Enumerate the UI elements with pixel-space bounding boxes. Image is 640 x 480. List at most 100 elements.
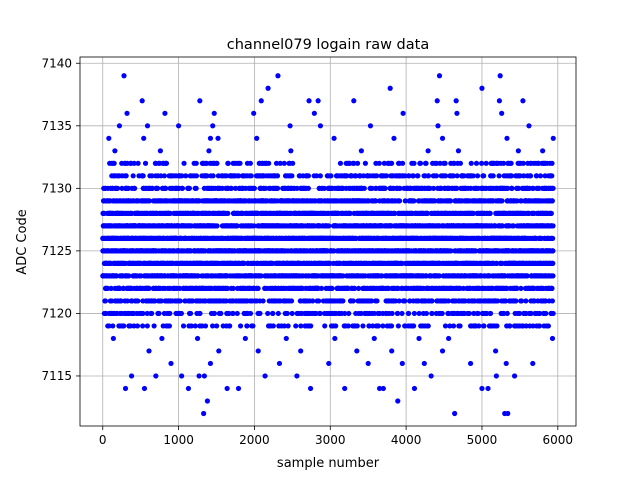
data-point bbox=[417, 160, 424, 166]
data-point bbox=[355, 285, 362, 292]
data-point bbox=[294, 185, 300, 191]
data-point bbox=[383, 173, 390, 179]
data-point bbox=[284, 310, 290, 317]
data-point bbox=[433, 173, 440, 179]
data-point bbox=[274, 173, 281, 179]
data-point bbox=[123, 173, 129, 179]
data-point bbox=[442, 160, 448, 166]
data-point bbox=[179, 173, 185, 179]
data-point bbox=[109, 298, 115, 304]
data-point bbox=[155, 185, 161, 191]
data-point bbox=[188, 323, 195, 329]
data-point bbox=[232, 185, 239, 191]
data-point bbox=[389, 160, 395, 166]
data-point bbox=[219, 185, 225, 191]
data-point bbox=[186, 185, 193, 191]
data-point bbox=[395, 310, 401, 317]
data-point bbox=[333, 323, 339, 329]
data-point bbox=[270, 323, 276, 329]
data-point bbox=[411, 198, 417, 204]
data-point bbox=[140, 173, 146, 179]
data-point bbox=[167, 210, 173, 216]
data-point bbox=[375, 323, 381, 329]
data-point bbox=[193, 160, 199, 166]
data-point bbox=[149, 310, 155, 317]
data-point bbox=[237, 160, 243, 166]
data-point bbox=[166, 323, 173, 329]
data-point bbox=[265, 310, 271, 317]
data-point bbox=[337, 160, 344, 166]
data-point bbox=[247, 160, 253, 166]
data-point bbox=[177, 298, 183, 304]
data-point bbox=[236, 173, 242, 179]
data-point bbox=[314, 173, 320, 179]
data-point bbox=[281, 323, 287, 329]
data-point bbox=[228, 185, 235, 191]
data-point bbox=[411, 160, 417, 166]
data-point bbox=[224, 285, 231, 292]
data-point bbox=[326, 223, 332, 229]
data-point bbox=[124, 298, 130, 304]
data-point bbox=[125, 185, 131, 191]
data-point bbox=[106, 323, 112, 329]
data-point bbox=[225, 160, 231, 166]
data-point bbox=[351, 160, 357, 166]
data-point bbox=[360, 173, 367, 179]
data-point bbox=[439, 310, 445, 317]
data-point bbox=[289, 173, 295, 179]
data-point bbox=[425, 173, 432, 179]
data-point bbox=[350, 298, 356, 304]
data-point bbox=[381, 160, 387, 166]
data-point bbox=[373, 198, 379, 204]
data-point bbox=[210, 173, 216, 179]
data-point bbox=[392, 210, 398, 216]
data-point bbox=[473, 160, 480, 166]
data-point bbox=[227, 323, 233, 329]
data-point bbox=[395, 323, 401, 329]
data-point bbox=[251, 185, 258, 191]
data-point bbox=[310, 298, 316, 304]
data-point bbox=[135, 298, 141, 304]
data-point bbox=[234, 310, 240, 317]
data-point bbox=[362, 160, 368, 166]
data-point bbox=[371, 310, 377, 317]
data-point bbox=[316, 298, 322, 304]
data-point bbox=[380, 323, 386, 329]
data-point bbox=[457, 160, 464, 166]
data-point bbox=[144, 323, 150, 329]
data-point bbox=[447, 198, 454, 204]
data-point bbox=[476, 323, 482, 329]
data-point bbox=[180, 323, 187, 329]
data-point bbox=[402, 198, 408, 204]
data-point bbox=[158, 173, 164, 179]
data-point bbox=[193, 185, 199, 191]
data-point bbox=[429, 298, 435, 304]
data-point bbox=[425, 323, 431, 329]
data-point bbox=[255, 285, 261, 292]
data-point bbox=[454, 173, 460, 179]
data-point bbox=[204, 173, 210, 179]
data-point bbox=[244, 323, 250, 329]
data-point bbox=[374, 173, 380, 179]
data-point bbox=[281, 160, 287, 166]
data-point bbox=[293, 323, 299, 329]
data-point bbox=[344, 173, 350, 179]
data-point bbox=[127, 323, 133, 329]
data-point bbox=[402, 298, 408, 304]
data-point bbox=[115, 185, 121, 191]
data-point bbox=[121, 323, 127, 329]
data-point bbox=[466, 310, 472, 317]
data-point bbox=[340, 298, 346, 304]
data-point bbox=[214, 223, 220, 229]
data-point bbox=[399, 310, 405, 317]
data-point bbox=[187, 310, 194, 317]
data-point bbox=[251, 223, 257, 229]
data-point bbox=[111, 160, 117, 166]
data-point bbox=[374, 298, 380, 304]
data-point bbox=[197, 310, 203, 317]
data-point bbox=[151, 323, 157, 329]
data-point bbox=[250, 323, 256, 329]
data-point bbox=[142, 160, 149, 166]
data-point bbox=[308, 323, 314, 329]
